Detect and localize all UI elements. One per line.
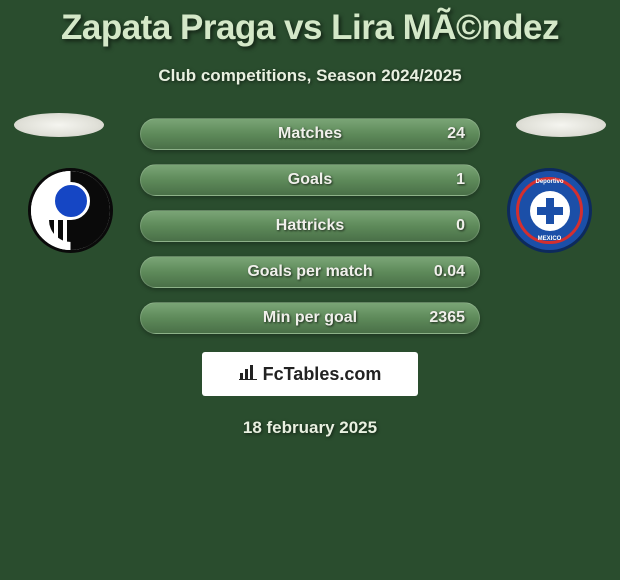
brand-logo-box[interactable]: FcTables.com	[202, 352, 418, 396]
stat-right-value: 2365	[415, 309, 479, 327]
stats-list: Matches 24 Goals 1 Hattricks 0 Goals per…	[140, 118, 480, 334]
right-team-badge: Deportivo MEXICO	[507, 168, 592, 253]
stat-row: Hattricks 0	[140, 210, 480, 242]
comparison-content: Deportivo MEXICO Matches 24 Goals 1 Hatt…	[0, 118, 620, 438]
comparison-date: 18 february 2025	[0, 418, 620, 438]
stat-right-value: 0.04	[420, 263, 479, 281]
stat-row: Min per goal 2365	[140, 302, 480, 334]
season-subtitle: Club competitions, Season 2024/2025	[0, 66, 620, 86]
stat-label: Hattricks	[276, 217, 344, 235]
badge-text-bottom: MEXICO	[510, 236, 589, 242]
stat-right-value: 1	[442, 171, 479, 189]
left-team-badge	[28, 168, 113, 253]
queretaro-badge-icon	[28, 168, 113, 253]
bar-chart-icon	[239, 364, 257, 385]
right-ellipse-decoration	[516, 113, 606, 137]
badge-text-top: Deportivo	[510, 179, 589, 185]
stat-row: Goals 1	[140, 164, 480, 196]
page-title: Zapata Praga vs Lira MÃ©ndez	[0, 0, 620, 48]
stat-right-value: 0	[442, 217, 479, 235]
stat-label: Goals per match	[247, 263, 372, 281]
brand-text: FcTables.com	[263, 364, 382, 385]
stat-row: Goals per match 0.04	[140, 256, 480, 288]
stat-right-value: 24	[433, 125, 479, 143]
stat-label: Goals	[288, 171, 332, 189]
stat-label: Min per goal	[263, 309, 357, 327]
stat-row: Matches 24	[140, 118, 480, 150]
left-ellipse-decoration	[14, 113, 104, 137]
stat-label: Matches	[278, 125, 342, 143]
cruzazul-badge-icon: Deportivo MEXICO	[507, 168, 592, 253]
